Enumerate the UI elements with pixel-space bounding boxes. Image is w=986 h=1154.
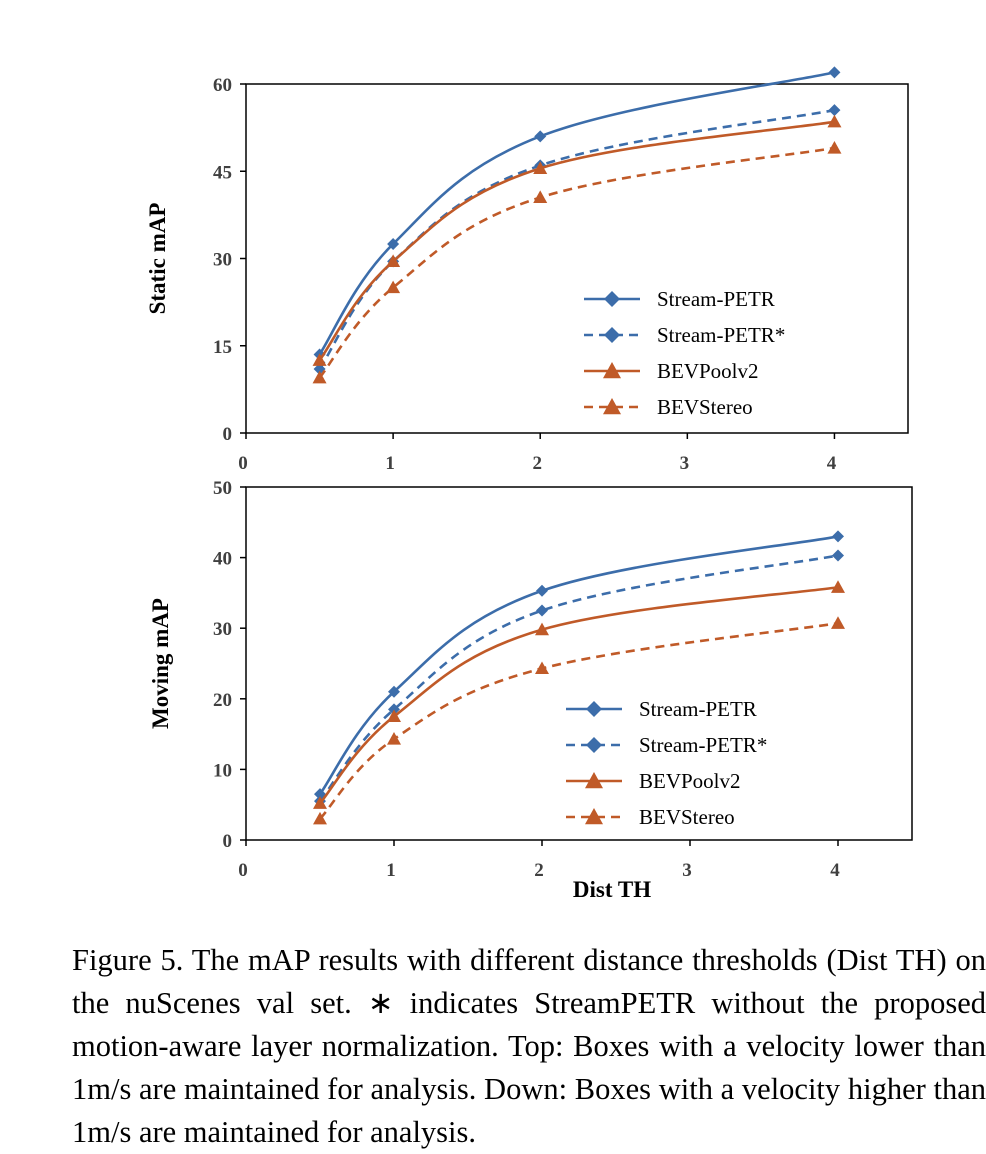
panel1-y-tick-label: 0 [223,424,233,445]
panel2-data-point-bevpoolv2 [387,709,401,723]
panel2-series-line-bevpoolv2 [319,585,839,805]
panel2-data-point-stream-petr [832,530,844,543]
panel2-x-tick-label: 3 [682,860,692,881]
panel2-data-point-stream-petr [388,685,400,698]
panel1-data-point-bevstereo [827,140,842,154]
panel1-data-point-bevstereo [312,370,327,384]
panel1-plot-frame [245,83,909,434]
panel1-series-line-bevpoolv2 [318,120,835,362]
panel1-data-point-bevpoolv2 [386,254,401,268]
panel2-y-tick-label: 20 [213,690,232,711]
panel1-legend-label-bevstereo: BEVStereo [657,395,753,419]
panel1-legend-marker-stream-petr-star [604,327,620,343]
panel2-data-point-bevpoolv2 [313,796,327,809]
panel2-x-tick-label: 1 [386,860,396,881]
panel2-data-point-bevstereo [535,661,549,675]
panel2-y-axis-label: Moving mAP [148,598,173,729]
panel1-data-point-bevpoolv2 [533,161,548,174]
panel1-series-line-bevstereo [318,146,835,379]
panel1-data-point-stream-petr [387,237,400,250]
panel1-y-tick-label: 60 [213,75,232,96]
panel1-y-tick-label: 45 [213,162,232,183]
panel1-data-point-bevstereo [533,190,548,204]
panel2-legend-marker-stream-petr-star [586,737,602,753]
panel2-x-tick-label: 0 [238,860,248,881]
panel2-series-line-bevstereo [319,621,839,820]
panel2-legend-label-bevstereo: BEVStereo [639,805,735,829]
panel1-y-tick-label: 15 [213,337,232,358]
panel2-series-line-stream-petr [318,535,839,795]
panel2-data-point-bevpoolv2 [535,622,549,636]
panel2-data-point-bevstereo [831,616,845,629]
panel2-y-tick-label: 50 [213,478,232,499]
panel1-data-point-bevpoolv2 [312,353,327,366]
panel2-legend-marker-bevpoolv2 [585,772,603,789]
panel1-x-tick-label: 3 [680,453,690,474]
panel2-series-line-stream-petr-star [318,554,839,802]
panel1-legend-label-stream-petr-star: Stream-PETR* [657,323,785,347]
panel1-x-tick-label: 0 [238,453,248,474]
panel1-series-line-stream-petr-star [318,108,835,370]
panel2-y-tick-label: 30 [213,619,232,640]
panel2-y-tick-label: 10 [213,760,232,781]
panel2-legend-marker-bevstereo [585,808,603,825]
panel2-y-tick-label: 40 [213,549,232,570]
figure-caption: Figure 5. The mAP results with different… [72,942,986,1149]
panel1-x-tick-label: 4 [827,453,837,474]
panel1-data-point-bevstereo [386,280,401,294]
panel2-x-tick-label: 4 [830,860,840,881]
panel1-y-axis-label: Static mAP [145,203,170,315]
panel1-data-point-stream-petr [828,66,841,79]
panel2-data-point-stream-petr-star [388,703,400,716]
panel1-legend-marker-bevstereo [603,398,621,415]
panel2-data-point-stream-petr-star [832,549,844,562]
panel2-data-point-bevpoolv2 [831,580,845,593]
panel2-legend-label-bevpoolv2: BEVPoolv2 [639,769,741,793]
panel2-x-tick-label: 2 [534,860,544,881]
panel1-legend-marker-stream-petr [604,291,620,307]
panel1-series-line-stream-petr [318,71,835,356]
panel2-legend-label-stream-petr: Stream-PETR [639,697,757,721]
panel1-x-tick-label: 1 [385,453,395,474]
panel2-y-tick-label: 0 [223,831,233,852]
panel1-legend-label-bevpoolv2: BEVPoolv2 [657,359,759,383]
panel2-data-point-bevstereo [387,732,401,745]
panel2-data-point-bevstereo [313,811,327,825]
panel1-data-point-bevpoolv2 [827,114,842,128]
panel2-data-point-stream-petr [536,584,548,597]
panel1-data-point-stream-petr-star [828,104,841,117]
panel1-y-tick-label: 30 [213,250,232,271]
panel1-x-tick-label: 2 [532,453,542,474]
panel1-legend-label-stream-petr: Stream-PETR [657,287,775,311]
panel2-legend-marker-stream-petr [586,701,602,717]
panel1-legend-marker-bevpoolv2 [603,362,621,379]
panel2-plot-frame [245,486,913,841]
panel1-data-point-stream-petr [534,130,547,143]
panel2-legend-label-stream-petr-star: Stream-PETR* [639,733,767,757]
panel2-x-axis-label: Dist TH [573,877,651,900]
panel2-data-point-stream-petr-star [536,604,548,617]
